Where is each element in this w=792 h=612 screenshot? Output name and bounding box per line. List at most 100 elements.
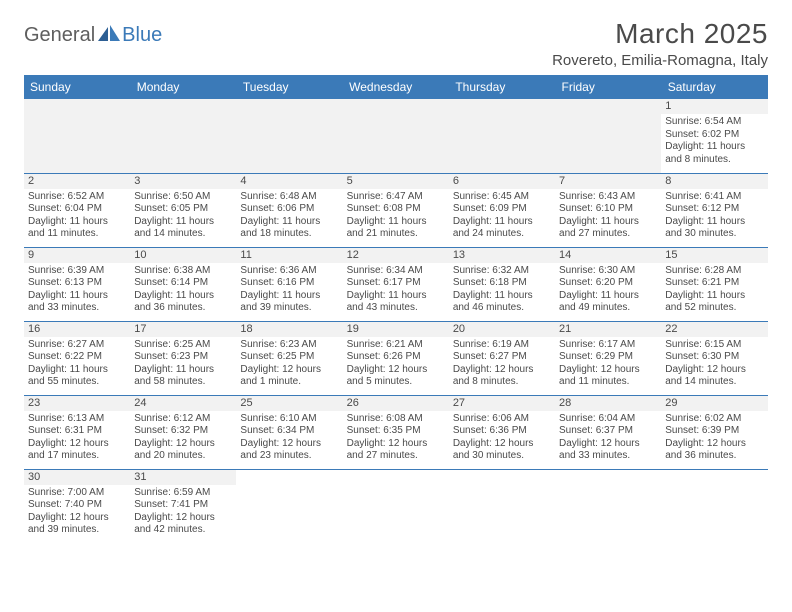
day-details: Sunrise: 6:10 AMSunset: 6:34 PMDaylight:…	[236, 411, 342, 465]
daylight-line: Daylight: 12 hours and 33 minutes.	[559, 438, 657, 463]
day-details: Sunrise: 6:27 AMSunset: 6:22 PMDaylight:…	[24, 337, 130, 391]
daylight-line: Daylight: 12 hours and 14 minutes.	[665, 364, 763, 389]
sunset-line: Sunset: 6:20 PM	[559, 277, 657, 290]
day-number: 16	[24, 322, 130, 337]
logo-text-general: General	[24, 24, 95, 47]
daylight-line: Daylight: 12 hours and 8 minutes.	[453, 364, 551, 389]
sunrise-line: Sunrise: 6:02 AM	[665, 413, 763, 426]
weekday-header: Sunday	[24, 75, 130, 99]
day-number: 13	[449, 248, 555, 263]
calendar-cell: 17 Sunrise: 6:25 AMSunset: 6:23 PMDayligh…	[130, 321, 236, 395]
sunset-line: Sunset: 6:23 PM	[134, 351, 232, 364]
calendar-cell: 28Sunrise: 6:04 AMSunset: 6:37 PMDayligh…	[555, 395, 661, 469]
sunset-line: Sunset: 6:12 PM	[665, 203, 763, 216]
calendar-cell: 16Sunrise: 6:27 AMSunset: 6:22 PMDayligh…	[24, 321, 130, 395]
calendar-week-row: 2Sunrise: 6:52 AMSunset: 6:04 PMDaylight…	[24, 173, 768, 247]
sunset-line: Sunset: 6:21 PM	[665, 277, 763, 290]
daylight-line: Daylight: 12 hours and 17 minutes.	[28, 438, 126, 463]
day-number: 5	[343, 174, 449, 189]
daylight-line: Daylight: 11 hours and 58 minutes.	[134, 364, 232, 389]
sunrise-line: Sunrise: 6:12 AM	[134, 413, 232, 426]
day-details: Sunrise: 7:00 AMSunset: 7:40 PMDaylight:…	[24, 485, 130, 539]
sunrise-line: Sunrise: 6:10 AM	[240, 413, 338, 426]
day-details: Sunrise: 6:41 AMSunset: 6:12 PMDaylight:…	[661, 189, 767, 243]
day-number: 23	[24, 396, 130, 411]
sunrise-line: Sunrise: 6:59 AM	[134, 487, 232, 500]
day-details: Sunrise: 6:59 AMSunset: 7:41 PMDaylight:…	[130, 485, 236, 539]
day-details: Sunrise: 6:39 AMSunset: 6:13 PMDaylight:…	[24, 263, 130, 317]
sunset-line: Sunset: 6:29 PM	[559, 351, 657, 364]
sunrise-line: Sunrise: 6:15 AM	[665, 339, 763, 352]
calendar-cell: 23 Sunrise: 6:13 AMSunset: 6:31 PMDayligh…	[24, 395, 130, 469]
day-number: 31	[130, 470, 236, 485]
daylight-line: Daylight: 11 hours and 21 minutes.	[347, 216, 445, 241]
day-number: 21	[555, 322, 661, 337]
calendar-cell	[236, 469, 342, 543]
sunset-line: Sunset: 6:31 PM	[28, 425, 126, 438]
location-subtitle: Rovereto, Emilia-Romagna, Italy	[552, 52, 768, 69]
sunset-line: Sunset: 6:32 PM	[134, 425, 232, 438]
calendar-cell: 14Sunrise: 6:30 AMSunset: 6:20 PMDayligh…	[555, 247, 661, 321]
calendar-cell: 3Sunrise: 6:50 AMSunset: 6:05 PMDaylight…	[130, 173, 236, 247]
daylight-line: Daylight: 12 hours and 20 minutes.	[134, 438, 232, 463]
sunrise-line: Sunrise: 6:17 AM	[559, 339, 657, 352]
weekday-header: Friday	[555, 75, 661, 99]
day-number: 9	[24, 248, 130, 263]
calendar-table: Sunday Monday Tuesday Wednesday Thursday…	[24, 75, 768, 543]
calendar-cell	[661, 469, 767, 543]
calendar-cell: 24Sunrise: 6:12 AMSunset: 6:32 PMDayligh…	[130, 395, 236, 469]
calendar-cell: 19Sunrise: 6:21 AMSunset: 6:26 PMDayligh…	[343, 321, 449, 395]
day-number: 22	[661, 322, 767, 337]
calendar-cell: 27Sunrise: 6:06 AMSunset: 6:36 PMDayligh…	[449, 395, 555, 469]
weekday-header: Monday	[130, 75, 236, 99]
sail-icon	[98, 25, 120, 41]
day-number: 18	[236, 322, 342, 337]
sunrise-line: Sunrise: 6:04 AM	[559, 413, 657, 426]
day-number: 11	[236, 248, 342, 263]
calendar-cell	[130, 99, 236, 173]
weekday-header: Tuesday	[236, 75, 342, 99]
day-number: 17	[130, 322, 236, 337]
calendar-cell: 6Sunrise: 6:45 AMSunset: 6:09 PMDaylight…	[449, 173, 555, 247]
sunrise-line: Sunrise: 6:39 AM	[28, 265, 126, 278]
daylight-line: Daylight: 11 hours and 27 minutes.	[559, 216, 657, 241]
day-details: Sunrise: 6:04 AMSunset: 6:37 PMDaylight:…	[555, 411, 661, 465]
sunrise-line: Sunrise: 6:08 AM	[347, 413, 445, 426]
calendar-cell: 15Sunrise: 6:28 AMSunset: 6:21 PMDayligh…	[661, 247, 767, 321]
day-details: Sunrise: 6:52 AMSunset: 6:04 PMDaylight:…	[24, 189, 130, 243]
sunset-line: Sunset: 6:02 PM	[665, 129, 763, 142]
sunrise-line: Sunrise: 6:13 AM	[28, 413, 126, 426]
day-details: Sunrise: 6:06 AMSunset: 6:36 PMDaylight:…	[449, 411, 555, 465]
daylight-line: Daylight: 12 hours and 42 minutes.	[134, 512, 232, 537]
day-details: Sunrise: 6:12 AMSunset: 6:32 PMDaylight:…	[130, 411, 236, 465]
day-number: 6	[449, 174, 555, 189]
day-number: 15	[661, 248, 767, 263]
calendar-week-row: 16Sunrise: 6:27 AMSunset: 6:22 PMDayligh…	[24, 321, 768, 395]
daylight-line: Daylight: 11 hours and 14 minutes.	[134, 216, 232, 241]
day-number: 10	[130, 248, 236, 263]
calendar-cell: 4Sunrise: 6:48 AMSunset: 6:06 PMDaylight…	[236, 173, 342, 247]
calendar-cell: 2Sunrise: 6:52 AMSunset: 6:04 PMDaylight…	[24, 173, 130, 247]
calendar-cell: 25Sunrise: 6:10 AMSunset: 6:34 PMDayligh…	[236, 395, 342, 469]
sunset-line: Sunset: 6:17 PM	[347, 277, 445, 290]
daylight-line: Daylight: 11 hours and 33 minutes.	[28, 290, 126, 315]
sunrise-line: Sunrise: 6:06 AM	[453, 413, 551, 426]
day-details: Sunrise: 6:23 AMSunset: 6:25 PMDaylight:…	[236, 337, 342, 391]
daylight-line: Daylight: 11 hours and 46 minutes.	[453, 290, 551, 315]
day-number: 29	[661, 396, 767, 411]
daylight-line: Daylight: 11 hours and 36 minutes.	[134, 290, 232, 315]
calendar-cell: 20Sunrise: 6:19 AMSunset: 6:27 PMDayligh…	[449, 321, 555, 395]
day-details: Sunrise: 6:54 AMSunset: 6:02 PMDaylight:…	[661, 114, 767, 168]
day-number: 14	[555, 248, 661, 263]
day-number: 2	[24, 174, 130, 189]
calendar-cell: 12Sunrise: 6:34 AMSunset: 6:17 PMDayligh…	[343, 247, 449, 321]
sunset-line: Sunset: 6:18 PM	[453, 277, 551, 290]
sunset-line: Sunset: 6:37 PM	[559, 425, 657, 438]
title-block: March 2025 Rovereto, Emilia-Romagna, Ita…	[552, 18, 768, 69]
sunrise-line: Sunrise: 6:25 AM	[134, 339, 232, 352]
sunset-line: Sunset: 6:16 PM	[240, 277, 338, 290]
daylight-line: Daylight: 12 hours and 27 minutes.	[347, 438, 445, 463]
daylight-line: Daylight: 12 hours and 11 minutes.	[559, 364, 657, 389]
sunrise-line: Sunrise: 6:43 AM	[559, 191, 657, 204]
day-number: 25	[236, 396, 342, 411]
